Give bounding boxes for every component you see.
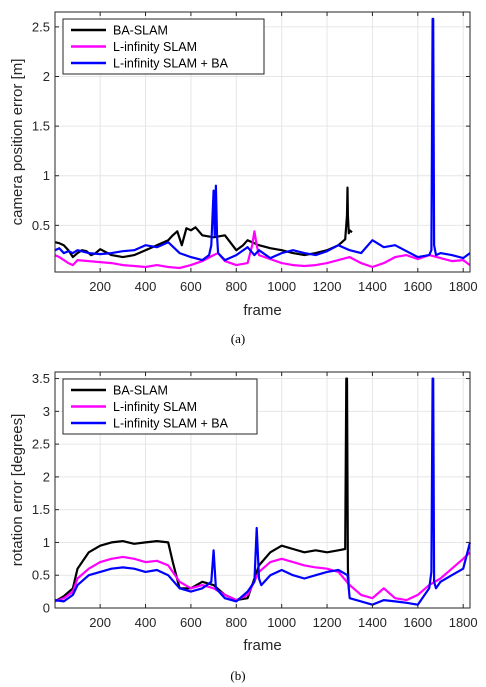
axes-box <box>54 371 471 609</box>
series-line-1 <box>54 230 471 270</box>
legend-label-1: L-infinity SLAM <box>113 400 197 414</box>
y-tick-label: 3 <box>43 404 50 419</box>
x-tick-label: 600 <box>180 279 202 294</box>
x-tick-label: 1000 <box>267 279 296 294</box>
series-line-2 <box>54 17 471 262</box>
x-tick-label: 1400 <box>358 615 387 630</box>
series-line-2 <box>54 377 472 606</box>
x-axis-label: frame <box>243 637 281 654</box>
x-tick-label: 1400 <box>358 279 387 294</box>
legend-label-2: L-infinity SLAM + BA <box>113 57 229 71</box>
legend-label-0: BA-SLAM <box>113 24 168 38</box>
x-tick-label: 200 <box>89 615 111 630</box>
y-axis-label: rotation error [degrees] <box>9 414 26 567</box>
x-axis-label: frame <box>243 302 281 319</box>
chart-b: 200 400 600 800 1000 1200 1400 1600 1800 0 0.5 1 1.5… <box>9 371 478 654</box>
y-tick-label: 3.5 <box>32 371 50 386</box>
legend-label-1: L-infinity SLAM <box>113 40 197 54</box>
y-tick-label: 0 <box>43 601 50 616</box>
y-tick-label: 1 <box>43 168 50 183</box>
x-tick-label: 1200 <box>313 615 342 630</box>
x-tick-label: 1200 <box>313 279 342 294</box>
y-tick-label: 1.5 <box>32 502 50 517</box>
caption-a: (a) <box>231 331 245 346</box>
y-tick-label: 2.5 <box>32 19 50 34</box>
x-tick-label: 1800 <box>449 615 478 630</box>
y-axis-label: camera position error [m] <box>9 59 26 226</box>
legend-label-0: BA-SLAM <box>113 384 168 398</box>
y-tick-label: 2 <box>43 69 50 84</box>
x-tick-label: 1600 <box>403 279 432 294</box>
series-line-0 <box>54 377 350 603</box>
x-tick-label: 200 <box>89 279 111 294</box>
x-tick-label: 400 <box>135 615 157 630</box>
x-tick-label: 800 <box>225 279 247 294</box>
x-tick-label: 800 <box>225 615 247 630</box>
y-tick-label: 2 <box>43 469 50 484</box>
x-tick-label: 1600 <box>403 615 432 630</box>
y-tick-label: 1.5 <box>32 119 50 134</box>
chart-a: 200 400 600 800 1000 1200 1400 1600 1800 0.5 1 1.5 2… <box>9 11 478 319</box>
caption-b: (b) <box>230 668 245 683</box>
x-tick-label: 600 <box>180 615 202 630</box>
x-tick-label: 1800 <box>449 279 478 294</box>
y-tick-label: 1 <box>43 535 50 550</box>
y-tick-label: 0.5 <box>32 568 50 583</box>
axes-box <box>54 11 471 273</box>
y-tick-label: 0.5 <box>32 218 50 233</box>
x-tick-label: 1000 <box>267 615 296 630</box>
x-tick-label: 400 <box>135 279 157 294</box>
y-tick-label: 2.5 <box>32 437 50 452</box>
legend-label-2: L-infinity SLAM + BA <box>113 417 229 431</box>
